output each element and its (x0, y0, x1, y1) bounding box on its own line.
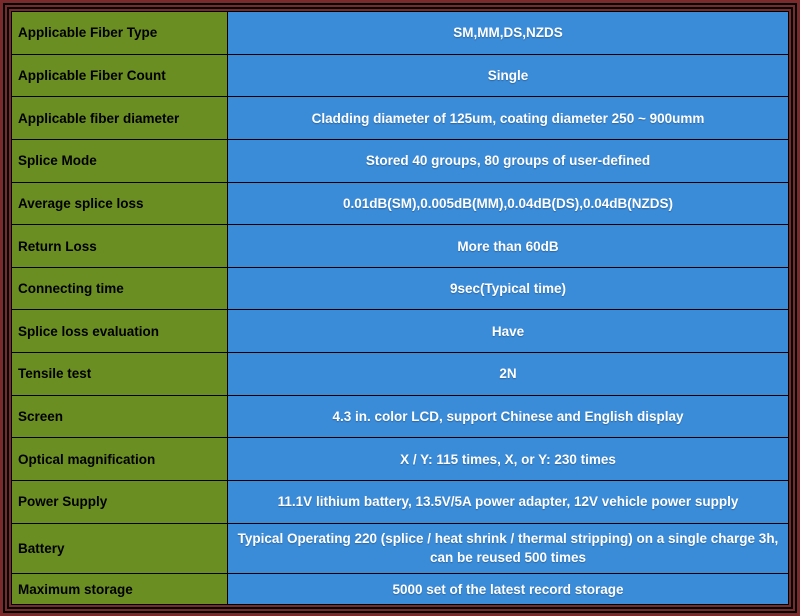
spec-value: SM,MM,DS,NZDS (228, 12, 789, 55)
spec-table-body: Applicable Fiber Type SM,MM,DS,NZDS Appl… (12, 12, 789, 605)
spec-table: Applicable Fiber Type SM,MM,DS,NZDS Appl… (11, 11, 789, 605)
inner-frame: Applicable Fiber Type SM,MM,DS,NZDS Appl… (9, 9, 791, 607)
table-row: Average splice loss 0.01dB(SM),0.005dB(M… (12, 182, 789, 225)
spec-value: Cladding diameter of 125um, coating diam… (228, 97, 789, 140)
spec-value: Stored 40 groups, 80 groups of user-defi… (228, 139, 789, 182)
table-row: Power Supply 11.1V lithium battery, 13.5… (12, 481, 789, 524)
spec-value: 11.1V lithium battery, 13.5V/5A power ad… (228, 481, 789, 524)
spec-label: Connecting time (12, 267, 228, 310)
spec-value: 4.3 in. color LCD, support Chinese and E… (228, 395, 789, 438)
spec-value: Single (228, 54, 789, 97)
table-row: Splice loss evaluation Have (12, 310, 789, 353)
spec-value: More than 60dB (228, 225, 789, 268)
spec-label: Splice Mode (12, 139, 228, 182)
spec-label: Tensile test (12, 353, 228, 396)
table-row: Optical magnification X / Y: 115 times, … (12, 438, 789, 481)
spec-label: Applicable Fiber Count (12, 54, 228, 97)
spec-label: Applicable fiber diameter (12, 97, 228, 140)
spec-label: Screen (12, 395, 228, 438)
spec-value: X / Y: 115 times, X, or Y: 230 times (228, 438, 789, 481)
table-row: Maximum storage 5000 set of the latest r… (12, 574, 789, 605)
table-row: Splice Mode Stored 40 groups, 80 groups … (12, 139, 789, 182)
spec-value: 0.01dB(SM),0.005dB(MM),0.04dB(DS),0.04dB… (228, 182, 789, 225)
spec-label: Optical magnification (12, 438, 228, 481)
spec-label: Applicable Fiber Type (12, 12, 228, 55)
table-row: Connecting time 9sec(Typical time) (12, 267, 789, 310)
spec-value: Have (228, 310, 789, 353)
table-row: Battery Typical Operating 220 (splice / … (12, 523, 789, 574)
spec-label: Average splice loss (12, 182, 228, 225)
table-row: Applicable Fiber Type SM,MM,DS,NZDS (12, 12, 789, 55)
spec-label: Maximum storage (12, 574, 228, 605)
spec-value: 9sec(Typical time) (228, 267, 789, 310)
table-row: Return Loss More than 60dB (12, 225, 789, 268)
spec-label: Return Loss (12, 225, 228, 268)
spec-value: 2N (228, 353, 789, 396)
spec-value: 5000 set of the latest record storage (228, 574, 789, 605)
spec-label: Battery (12, 523, 228, 574)
table-row: Applicable Fiber Count Single (12, 54, 789, 97)
spec-value: Typical Operating 220 (splice / heat shr… (228, 523, 789, 574)
mid-frame: Applicable Fiber Type SM,MM,DS,NZDS Appl… (5, 5, 795, 611)
table-row: Screen 4.3 in. color LCD, support Chines… (12, 395, 789, 438)
outer-frame: Applicable Fiber Type SM,MM,DS,NZDS Appl… (0, 0, 800, 616)
spec-label: Splice loss evaluation (12, 310, 228, 353)
table-row: Applicable fiber diameter Cladding diame… (12, 97, 789, 140)
spec-label: Power Supply (12, 481, 228, 524)
table-row: Tensile test 2N (12, 353, 789, 396)
